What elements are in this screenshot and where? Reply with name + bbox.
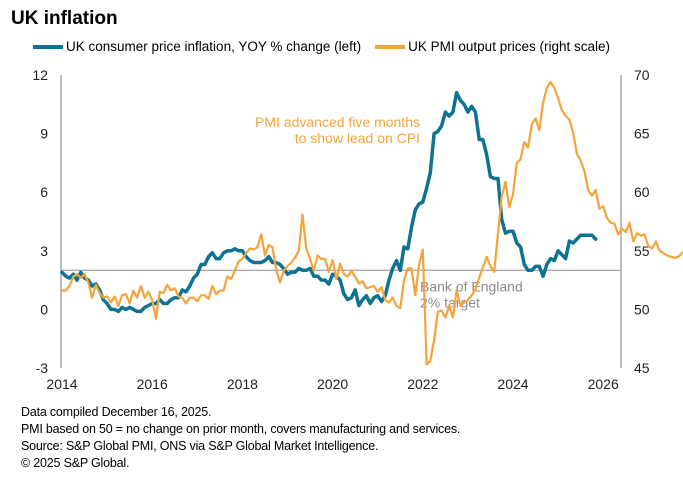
footer-line-copyright: © 2025 S&P Global. (21, 456, 130, 470)
x-tick-label: 2018 (227, 376, 258, 392)
left-tick-label: 9 (40, 126, 48, 142)
legend: UK consumer price inflation, YOY % chang… (33, 39, 624, 54)
x-tick-label: 2022 (407, 376, 438, 392)
series-group (60, 80, 683, 366)
left-tick-label: 6 (40, 184, 48, 200)
legend-swatch-cpi (33, 44, 63, 49)
x-tick-label: 2026 (588, 376, 619, 392)
cpi-line (60, 90, 598, 314)
legend-label-cpi: UK consumer price inflation, YOY % chang… (66, 39, 362, 54)
left-tick-label: -3 (36, 360, 49, 376)
left-tick-label: 3 (40, 243, 48, 259)
footer-line-source: Source: S&P Global PMI, ONS via S&P Glob… (21, 439, 379, 453)
legend-item-pmi: UK PMI output prices (right scale) (375, 39, 610, 54)
legend-swatch-pmi (375, 44, 406, 49)
right-tick-label: 55 (634, 243, 650, 259)
right-tick-label: 65 (634, 126, 650, 142)
axes (60, 75, 622, 368)
left-tick-label: 12 (32, 67, 48, 83)
left-tick-label: 0 (40, 301, 48, 317)
target-line-label: Bank of England (420, 278, 523, 294)
legend-label-pmi: UK PMI output prices (right scale) (408, 39, 610, 54)
pmi-lead-annotation: PMI advanced five months (255, 114, 420, 130)
right-tick-label: 50 (634, 301, 650, 317)
x-tick-label: 2024 (497, 376, 528, 392)
right-tick-label: 70 (634, 67, 650, 83)
pmi-lead-annotation: to show lead on CPI (295, 130, 420, 146)
chart: 12 9 6 3 0 -3 70 65 60 55 50 45 2014 2016 2018 2020 2022… (32, 67, 683, 392)
pmi-line (60, 80, 683, 366)
x-tick-label: 2016 (137, 376, 168, 392)
footer: Data compiled December 16, 2025. PMI bas… (21, 404, 460, 472)
chart-title: UK inflation (11, 8, 118, 29)
target-line-label: 2% target (420, 294, 480, 310)
legend-item-cpi: UK consumer price inflation, YOY % chang… (33, 39, 361, 54)
x-tick-label: 2014 (46, 376, 77, 392)
right-tick-label: 45 (634, 360, 650, 376)
footer-line-data-compiled: Data compiled December 16, 2025. (21, 405, 212, 419)
x-tick-label: 2020 (317, 376, 348, 392)
footer-line-pmi-note: PMI based on 50 = no change on prior mon… (21, 422, 461, 436)
right-tick-label: 60 (634, 184, 650, 200)
tick-labels: 12 9 6 3 0 -3 70 65 60 55 50 45 2014 2016 2018 2020 2022… (32, 67, 649, 392)
